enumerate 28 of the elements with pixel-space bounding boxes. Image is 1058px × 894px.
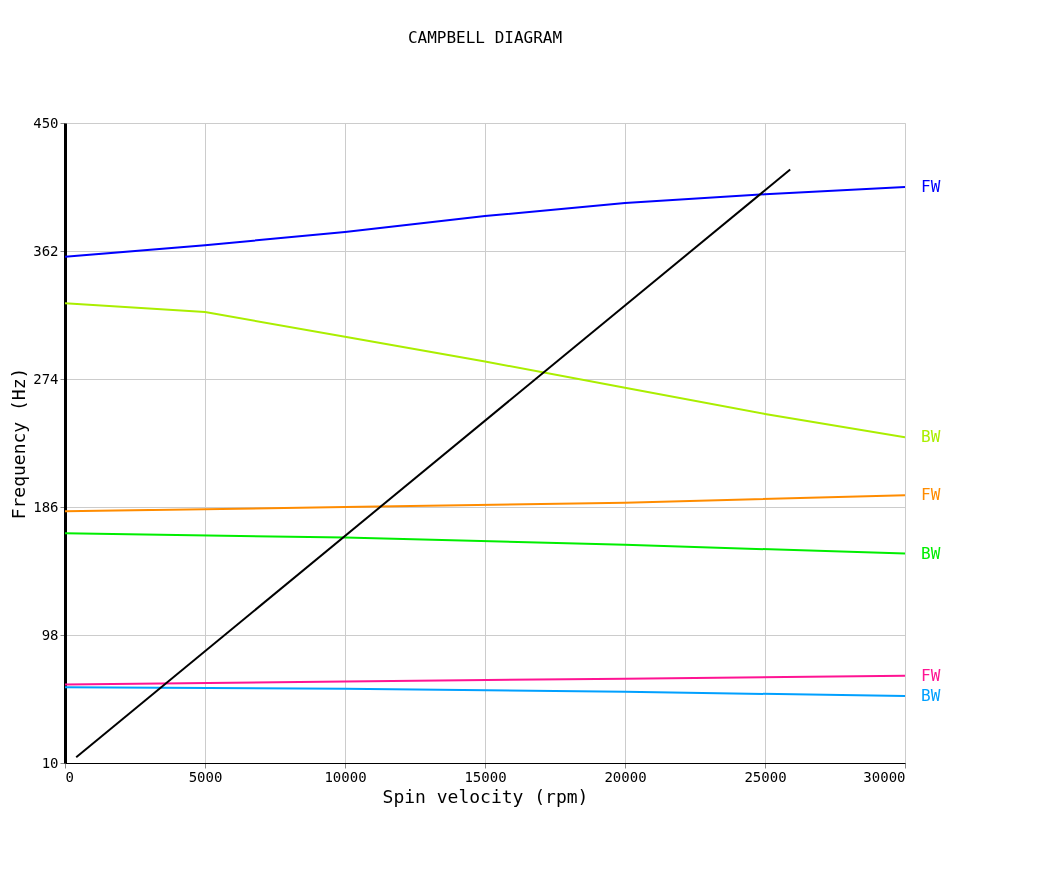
chart-title: CAMPBELL DIAGRAM [407, 28, 563, 47]
series-label: BW [921, 686, 941, 706]
x-tick-label: 25000 [744, 768, 787, 785]
series-label: FW [921, 485, 941, 505]
y-tick-label: 186 [33, 498, 59, 515]
x-tick-label: 0 [65, 768, 74, 785]
line-series [65, 302, 905, 439]
series-label: BW [921, 543, 941, 563]
x-tick-label: 10000 [324, 768, 367, 785]
x-tick-label: 30000 [863, 768, 906, 785]
y-tick-label: 10 [41, 754, 59, 771]
series-label: BW [921, 427, 941, 447]
line-series [65, 532, 905, 555]
y-tick-label: 274 [33, 370, 59, 387]
line-series [65, 186, 905, 258]
series-label: FW [921, 177, 941, 196]
y-axis-title: Frequency (Hz) [8, 367, 30, 520]
y-tick-label: 450 [33, 114, 59, 131]
x-tick-label: 20000 [604, 768, 647, 785]
series-label: FW [921, 665, 941, 685]
x-tick-label: 5000 [188, 768, 223, 785]
x-tick-label: 15000 [464, 768, 507, 785]
y-tick-label: 98 [41, 626, 59, 643]
line-series [65, 494, 905, 513]
x-axis-title: Spin velocity (rpm) [382, 785, 589, 807]
line-series [65, 674, 905, 686]
y-tick-label: 362 [33, 242, 59, 259]
line-series [65, 686, 905, 698]
